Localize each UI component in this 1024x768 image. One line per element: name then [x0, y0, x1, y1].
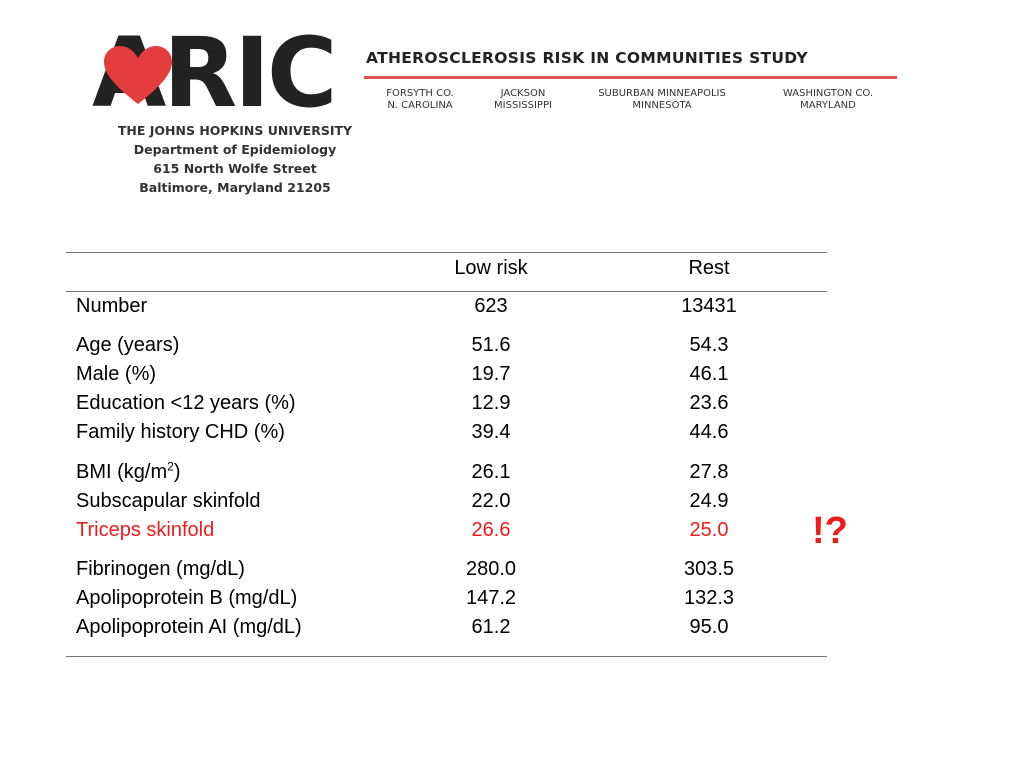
table-row: Subscapular skinfold 22.0 24.9: [76, 490, 729, 512]
table-row: BMI (kg/m2) 26.1 27.8: [76, 459, 729, 483]
address-line: 615 North Wolfe Street: [153, 161, 317, 176]
site-forsyth: FORSYTH CO. N. CAROLINA: [386, 88, 454, 111]
address-block: THE JOHNS HOPKINS UNIVERSITY Department …: [96, 121, 374, 197]
table-row: Number 623 13431: [76, 295, 737, 317]
site-minneapolis: SUBURBAN MINNEAPOLIS MINNESOTA: [598, 88, 726, 111]
table-header-row: Low risk Rest: [66, 254, 827, 283]
table-row: Education <12 years (%) 12.9 23.6: [76, 392, 729, 414]
study-title: ATHEROSCLEROSIS RISK IN COMMUNITIES STUD…: [366, 49, 808, 67]
table-row: Male (%) 19.7 46.1: [76, 363, 729, 385]
aric-logo: ARIC: [92, 22, 354, 110]
heart-icon: [104, 46, 172, 104]
table-bottom-rule: [66, 656, 827, 657]
address-line: Department of Epidemiology: [133, 142, 337, 157]
header-rest: Rest: [688, 257, 730, 279]
table-header-rule: [66, 291, 827, 292]
site-jackson: JACKSON MISSISSIPPI: [494, 88, 552, 111]
table-row: Apolipoprotein B (mg/dL) 147.2 132.3: [76, 587, 735, 609]
site-washington: WASHINGTON CO. MARYLAND: [782, 88, 874, 111]
address-line: THE JOHNS HOPKINS UNIVERSITY: [117, 123, 353, 138]
table-top-rule: [66, 252, 827, 253]
table-row-highlighted: Triceps skinfold 26.6 25.0: [76, 519, 729, 541]
table-row: Family history CHD (%) 39.4 44.6: [76, 421, 729, 443]
table-row: Fibrinogen (mg/dL) 280.0 303.5: [76, 558, 735, 580]
header-low-risk: Low risk: [454, 257, 528, 279]
address-line: Baltimore, Maryland 21205: [139, 180, 331, 195]
table-row: Age (years) 51.6 54.3: [76, 334, 729, 356]
title-underline: [364, 76, 897, 79]
table-row: Apolipoprotein AI (mg/dL) 61.2 95.0: [76, 616, 729, 638]
annotation-mark: !?: [812, 510, 848, 552]
